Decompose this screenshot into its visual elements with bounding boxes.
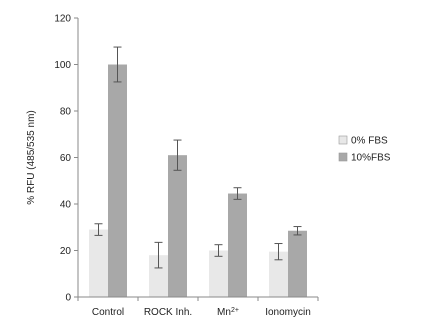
y-tick-label: 80 bbox=[60, 107, 72, 118]
x-tick-label: Mn2+ bbox=[217, 307, 239, 319]
y-tick-label: 100 bbox=[54, 60, 71, 71]
x-tick-label: Control bbox=[92, 307, 124, 318]
legend-swatch bbox=[338, 135, 348, 145]
x-tick-label: Ionomycin bbox=[265, 307, 311, 318]
legend-label: 10%FBS bbox=[351, 153, 391, 164]
bar bbox=[149, 255, 168, 297]
bar bbox=[228, 193, 247, 297]
x-tick-label: ROCK Inh. bbox=[144, 307, 192, 318]
bar bbox=[288, 230, 307, 297]
y-axis-label: % RFU (485/535 nm) bbox=[26, 110, 37, 204]
y-tick-label: 40 bbox=[60, 200, 72, 211]
bar bbox=[108, 64, 127, 297]
legend: 0% FBS 10%FBS bbox=[338, 135, 391, 164]
x-axis-labels: Control ROCK Inh. Mn2+ Ionomycin bbox=[77, 297, 319, 319]
bar bbox=[269, 251, 288, 297]
y-tick-label: 0 bbox=[65, 293, 71, 304]
y-tick-label: 20 bbox=[60, 246, 72, 257]
bar-groups bbox=[89, 46, 307, 297]
y-tick-label: 120 bbox=[54, 14, 71, 25]
bar bbox=[89, 229, 108, 297]
legend-swatch bbox=[338, 152, 348, 162]
legend-label: 0% FBS bbox=[351, 136, 388, 147]
bar bbox=[209, 250, 228, 297]
y-tick-label: 60 bbox=[60, 153, 72, 164]
y-axis-ticks: 0 20 40 60 80 100 120 bbox=[54, 14, 78, 304]
bar bbox=[168, 155, 187, 297]
